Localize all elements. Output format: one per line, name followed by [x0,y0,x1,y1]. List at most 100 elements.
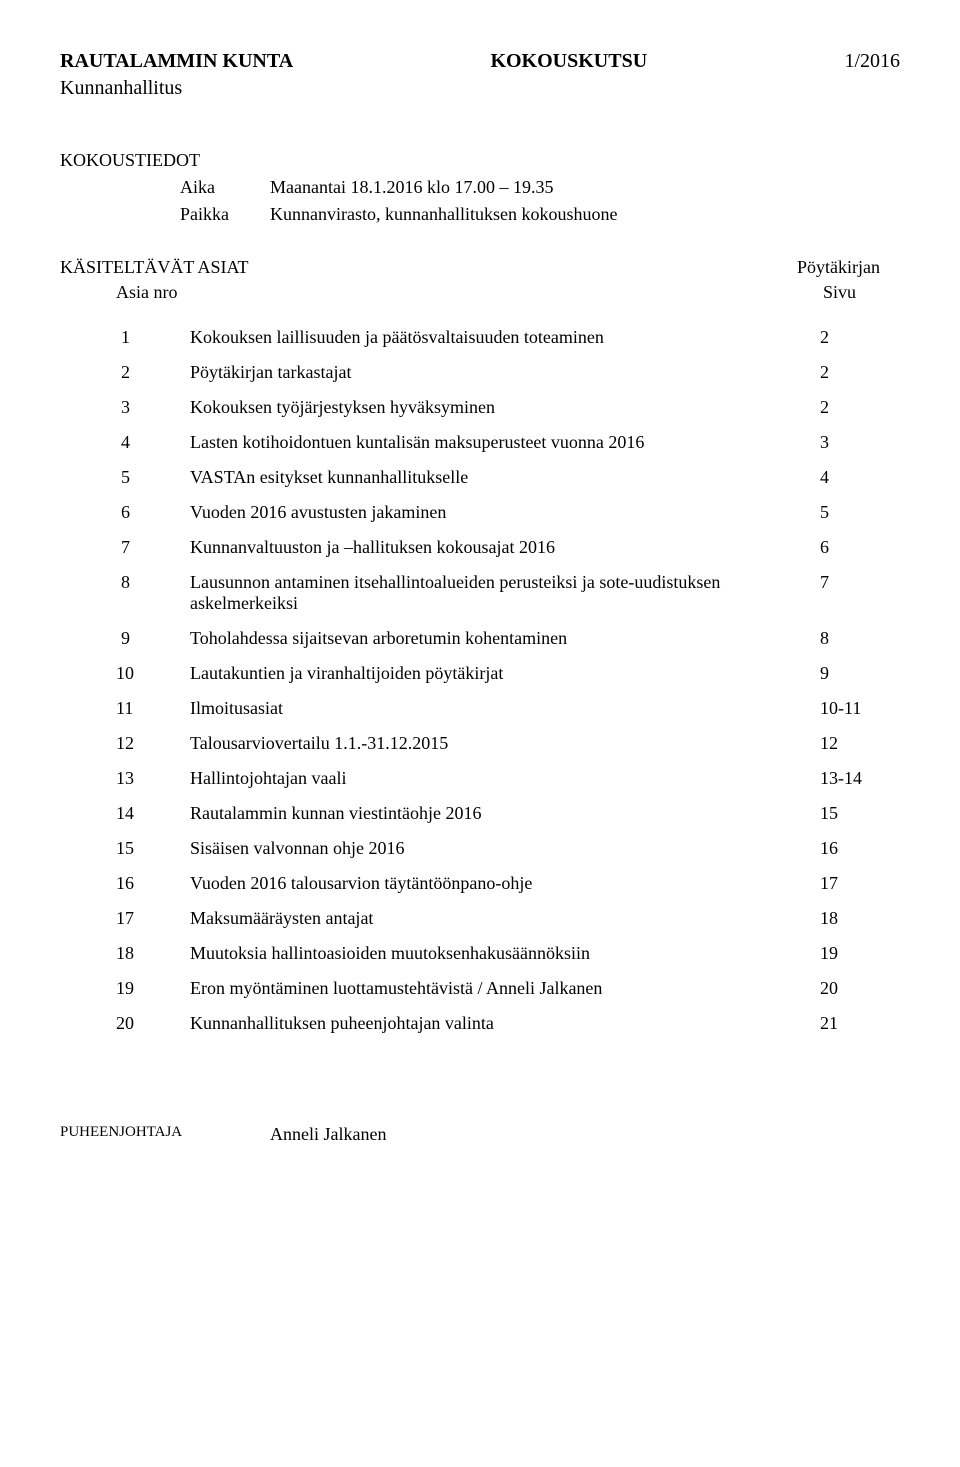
agenda-item-title: Kunnanhallituksen puheenjohtajan valinta [140,1013,820,1034]
agenda-item-number: 6 [60,502,140,523]
agenda-row: 3Kokouksen työjärjestyksen hyväksyminen2 [60,397,900,418]
agenda-item-page: 21 [820,1013,900,1034]
agenda-row: 4Lasten kotihoidontuen kuntalisän maksup… [60,432,900,453]
agenda-row: 13Hallintojohtajan vaali13-14 [60,768,900,789]
agenda-row: 6Vuoden 2016 avustusten jakaminen5 [60,502,900,523]
agenda-item-title: Sisäisen valvonnan ohje 2016 [140,838,820,859]
agenda-item-title: Kokouksen työjärjestyksen hyväksyminen [140,397,820,418]
footer-row: PUHEENJOHTAJA Anneli Jalkanen [60,1124,900,1145]
agenda-item-number: 12 [60,733,140,754]
org-name: RAUTALAMMIN KUNTA [60,50,293,73]
agenda-item-page: 5 [820,502,900,523]
agenda-item-title: Lasten kotihoidontuen kuntalisän maksupe… [140,432,820,453]
agenda-item-page: 10-11 [820,698,900,719]
agenda-item-page: 6 [820,537,900,558]
poytakirjan-label: Pöytäkirjan [797,257,900,278]
agenda-header-row: KÄSITELTÄVÄT ASIAT Pöytäkirjan [60,257,900,278]
asia-nro-label: Asia nro [60,282,270,303]
agenda-item-page: 7 [820,572,900,593]
agenda-item-title: Kokouksen laillisuuden ja päätösvaltaisu… [140,327,820,348]
agenda-item-page: 8 [820,628,900,649]
agenda-item-title: Pöytäkirjan tarkastajat [140,362,820,383]
agenda-item-number: 16 [60,873,140,894]
agenda-item-title: Ilmoitusasiat [140,698,820,719]
agenda-item-number: 5 [60,467,140,488]
agenda-item-page: 12 [820,733,900,754]
agenda-item-title: Eron myöntäminen luottamustehtävistä / A… [140,978,820,999]
agenda-row: 16Vuoden 2016 talousarvion täytäntöönpan… [60,873,900,894]
paikka-value: Kunnanvirasto, kunnanhallituksen kokoush… [270,204,900,225]
agenda-row: 8Lausunnon antaminen itsehallintoalueide… [60,572,900,614]
agenda-item-number: 15 [60,838,140,859]
agenda-item-number: 1 [60,327,140,348]
sivu-label: Sivu [823,282,900,303]
agenda-item-number: 9 [60,628,140,649]
agenda-row: 20Kunnanhallituksen puheenjohtajan valin… [60,1013,900,1034]
agenda-item-number: 13 [60,768,140,789]
agenda-item-title: Talousarviovertailu 1.1.-31.12.2015 [140,733,820,754]
agenda-item-number: 17 [60,908,140,929]
agenda-item-number: 2 [60,362,140,383]
asiat-label: KÄSITELTÄVÄT ASIAT [60,257,270,278]
agenda-item-number: 18 [60,943,140,964]
doc-number: 1/2016 [844,50,900,73]
agenda-item-page: 15 [820,803,900,824]
agenda-item-title: Lausunnon antaminen itsehallintoalueiden… [140,572,820,614]
agenda-subheader-row: Asia nro Sivu [60,282,900,303]
agenda-item-page: 18 [820,908,900,929]
agenda-row: 12Talousarviovertailu 1.1.-31.12.201512 [60,733,900,754]
agenda-item-title: Maksumääräysten antajat [140,908,820,929]
paikka-label: Paikka [60,204,229,224]
agenda-item-page: 20 [820,978,900,999]
agenda-row: 2Pöytäkirjan tarkastajat2 [60,362,900,383]
agenda-row: 14Rautalammin kunnan viestintäohje 20161… [60,803,900,824]
agenda-row: 19Eron myöntäminen luottamustehtävistä /… [60,978,900,999]
agenda-item-number: 11 [60,698,140,719]
agenda-item-page: 17 [820,873,900,894]
agenda-item-page: 13-14 [820,768,900,789]
agenda-row: 9Toholahdessa sijaitsevan arboretumin ko… [60,628,900,649]
agenda-item-number: 14 [60,803,140,824]
agenda-row: 10Lautakuntien ja viranhaltijoiden pöytä… [60,663,900,684]
agenda-row: 18Muutoksia hallintoasioiden muutoksenha… [60,943,900,964]
meeting-info-block: KOKOUSTIEDOT Aika Maanantai 18.1.2016 kl… [60,150,900,225]
chairperson-name: Anneli Jalkanen [270,1124,900,1145]
document-header: RAUTALAMMIN KUNTA KOKOUSKUTSU 1/2016 [60,50,900,73]
agenda-item-page: 3 [820,432,900,453]
agenda-item-number: 7 [60,537,140,558]
agenda-item-number: 3 [60,397,140,418]
agenda-item-page: 2 [820,362,900,383]
agenda-item-number: 4 [60,432,140,453]
agenda-item-title: Toholahdessa sijaitsevan arboretumin koh… [140,628,820,649]
board-name: Kunnanhallitus [60,77,900,100]
agenda-item-number: 19 [60,978,140,999]
agenda-item-title: Rautalammin kunnan viestintäohje 2016 [140,803,820,824]
agenda-item-title: Muutoksia hallintoasioiden muutoksenhaku… [140,943,820,964]
agenda-row: 17Maksumääräysten antajat18 [60,908,900,929]
agenda-item-title: Kunnanvaltuuston ja –hallituksen kokousa… [140,537,820,558]
agenda-item-number: 8 [60,572,140,593]
agenda-item-number: 20 [60,1013,140,1034]
agenda-item-number: 10 [60,663,140,684]
agenda-item-page: 16 [820,838,900,859]
chairperson-label: PUHEENJOHTAJA [60,1124,270,1145]
agenda-item-page: 4 [820,467,900,488]
agenda-item-page: 2 [820,327,900,348]
agenda-item-title: Vuoden 2016 talousarvion täytäntöönpano-… [140,873,820,894]
kokoustiedot-label: KOKOUSTIEDOT [60,150,270,171]
agenda-row: 11Ilmoitusasiat10-11 [60,698,900,719]
agenda-item-title: Lautakuntien ja viranhaltijoiden pöytäki… [140,663,820,684]
doc-type: KOKOUSKUTSU [490,50,647,73]
agenda-row: 1Kokouksen laillisuuden ja päätösvaltais… [60,327,900,348]
agenda-table: 1Kokouksen laillisuuden ja päätösvaltais… [60,327,900,1034]
agenda-row: 15Sisäisen valvonnan ohje 201616 [60,838,900,859]
agenda-row: 5VASTAn esitykset kunnanhallitukselle4 [60,467,900,488]
agenda-item-page: 19 [820,943,900,964]
agenda-item-title: Vuoden 2016 avustusten jakaminen [140,502,820,523]
agenda-item-page: 2 [820,397,900,418]
agenda-row: 7Kunnanvaltuuston ja –hallituksen kokous… [60,537,900,558]
agenda-item-title: VASTAn esitykset kunnanhallitukselle [140,467,820,488]
agenda-item-page: 9 [820,663,900,684]
agenda-item-title: Hallintojohtajan vaali [140,768,820,789]
aika-label: Aika [60,177,215,197]
